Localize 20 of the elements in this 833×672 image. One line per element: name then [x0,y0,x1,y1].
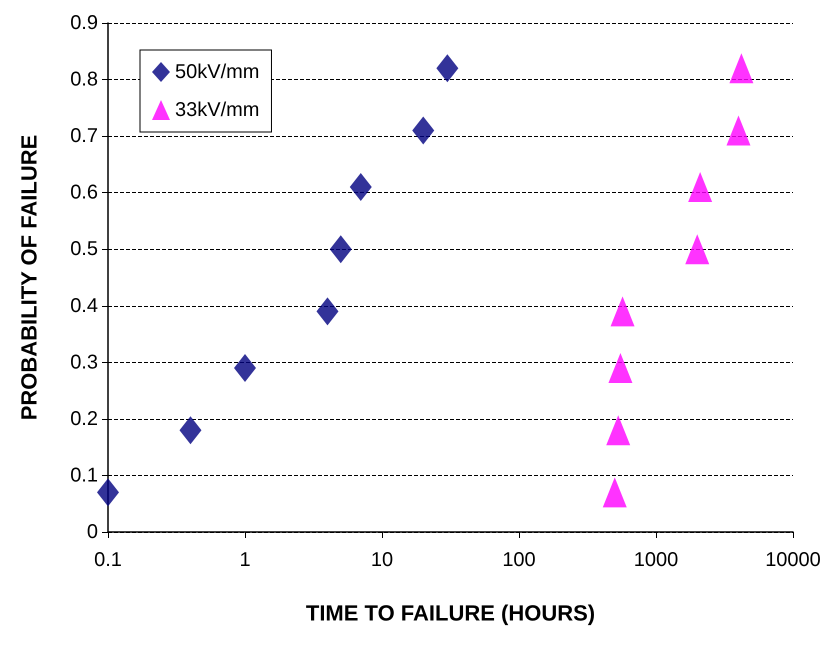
y-tick-label: 0.3 [70,351,98,374]
legend-label: 50kV/mm [175,61,260,83]
x-tick-label: 10 [370,549,394,571]
y-axis-title: PROBABILITY OF FAILURE [16,134,42,420]
x-axis-title: TIME TO FAILURE (HOURS) [306,600,596,626]
y-tick-label: 0.2 [70,408,98,430]
y-tick-label: 0.5 [70,238,98,260]
x-tick-label: 100 [502,549,536,571]
x-tick-label: 10000 [765,549,821,571]
x-tick-label: 1000 [634,549,678,571]
x-tick-label: 0.1 [94,549,122,571]
y-tick-label: 0.6 [70,182,98,204]
y-tick-label: 0.1 [70,464,98,486]
y-tick-label: 0.4 [70,294,98,317]
legend-label: 33kV/mm [175,99,260,121]
y-tick-label: 0.9 [70,12,98,34]
x-tick-label: 1 [239,549,251,571]
y-tick-label: 0 [86,521,98,543]
y-tick-label: 0.8 [70,68,98,91]
y-tick-label: 0.7 [70,125,98,148]
